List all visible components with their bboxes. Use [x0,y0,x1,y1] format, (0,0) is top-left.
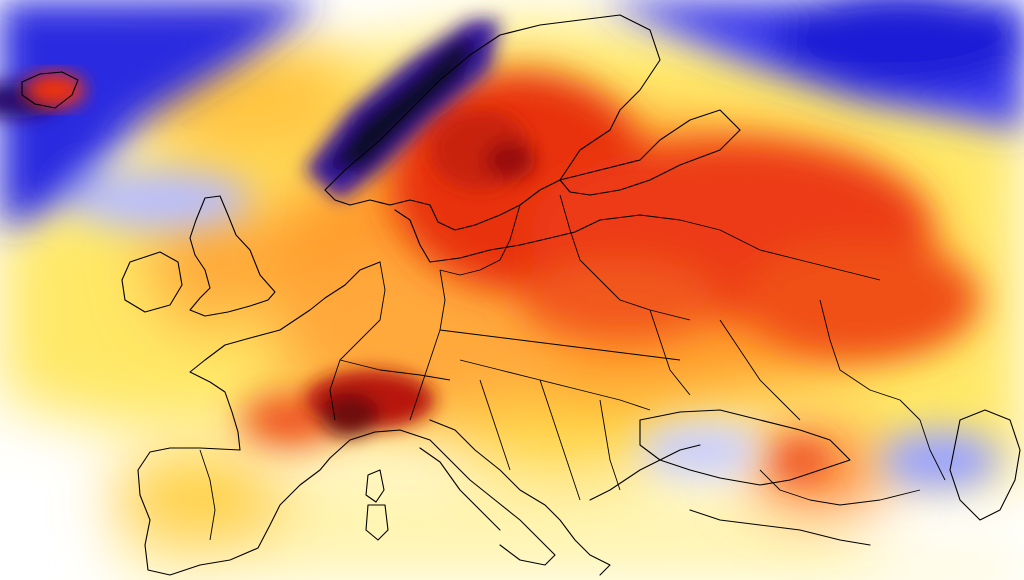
country-borders-overlay [199,194,946,541]
coastline-overlay [21,14,1021,576]
